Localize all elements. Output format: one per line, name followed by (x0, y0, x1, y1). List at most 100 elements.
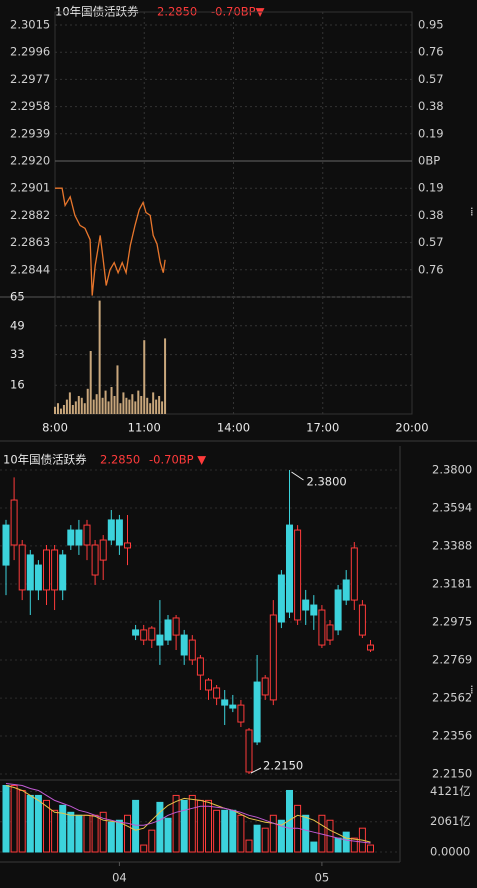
y-tick-label: 2.2863 (10, 235, 50, 249)
volume-bar (101, 397, 104, 414)
y2-tick-label: 0.95 (418, 18, 444, 32)
volume-bar (113, 396, 116, 414)
volume-bar (164, 338, 167, 414)
moving-average (5, 785, 371, 843)
volume-bar (92, 399, 95, 414)
volume-bar (18, 789, 26, 853)
volume-bar (342, 831, 350, 853)
candle-body (318, 609, 326, 646)
volume-tick-label: 16 (10, 378, 25, 392)
candle-body (59, 554, 67, 591)
volume-bar (205, 799, 212, 853)
candle-body (75, 529, 83, 546)
volume-bar (152, 392, 155, 414)
volume-bar (104, 390, 107, 414)
volume-bar (125, 397, 128, 414)
candle-body (302, 599, 310, 611)
candle-body (334, 589, 342, 631)
volume-bar (124, 814, 131, 853)
volume-bar (253, 824, 261, 853)
candle-body (342, 579, 350, 601)
volume-bar (128, 399, 131, 414)
volume-bar (122, 392, 125, 414)
moving-average (5, 783, 371, 844)
candle-body (124, 542, 131, 549)
y-tick-label: 2.2356 (432, 729, 472, 743)
volume-bar (221, 809, 229, 853)
candle-body (229, 704, 237, 709)
volume-bar (237, 814, 245, 853)
volume-bar (143, 340, 146, 414)
annotation-arrow (250, 767, 262, 774)
annotation: 2.3800 (307, 475, 347, 489)
y2-tick-label: 0.76 (418, 45, 444, 59)
candle-body (10, 499, 18, 546)
volume-tick-label: 49 (10, 318, 25, 332)
x-tick-label: 8:00 (42, 421, 68, 435)
volume-bar (83, 814, 91, 853)
volume-bar (10, 785, 18, 853)
volume-bar (213, 809, 221, 853)
candle-body (132, 629, 140, 636)
y2-tick-label: 0.38 (418, 99, 444, 113)
x-tick-label: 14:00 (217, 421, 250, 435)
volume-tick-label: 0.0000 (430, 845, 470, 859)
volume-bar (62, 405, 65, 414)
volume-bar (148, 829, 156, 853)
candle-body (261, 677, 269, 696)
y-tick-label: 2.2958 (10, 99, 50, 113)
y-tick-label: 2.3388 (432, 538, 472, 552)
y2-tick-label: 0.57 (418, 72, 444, 86)
volume-tick-label: 33 (10, 347, 25, 361)
candle-body (43, 549, 50, 591)
y2-tick-label: 0BP (418, 154, 440, 168)
candle-body (213, 687, 221, 699)
candle-body (180, 634, 188, 656)
x-tick-label: 20:00 (395, 421, 428, 435)
x-tick-label: 05 (315, 871, 330, 885)
candle-body (67, 529, 75, 546)
annotation: 2.2150 (263, 759, 303, 773)
volume-bar (302, 814, 310, 853)
y-tick-label: 2.3181 (432, 577, 472, 591)
handle[interactable]: ⁞ (470, 205, 474, 219)
y-tick-label: 2.3800 (432, 463, 472, 477)
volume-bar (107, 821, 115, 853)
volume-bar (99, 811, 107, 853)
candle-body (164, 619, 172, 641)
y-tick-label: 2.2977 (10, 72, 50, 86)
candle-body (188, 639, 196, 661)
y-tick-label: 2.2975 (432, 615, 472, 629)
y-tick-label: 2.2939 (10, 126, 50, 140)
volume-bar (83, 403, 86, 414)
candle-body (34, 564, 42, 591)
volume-bar (34, 794, 42, 853)
volume-bar (134, 401, 137, 414)
y-tick-label: 2.2901 (10, 181, 50, 195)
candle-body (367, 644, 374, 651)
volume-bar (334, 837, 342, 853)
y-tick-label: 2.2920 (10, 154, 50, 168)
volume-bar (196, 799, 204, 853)
y-tick-label: 2.2996 (10, 45, 50, 59)
volume-bar (98, 300, 101, 414)
volume-bar (310, 841, 318, 853)
y2-tick-label: 0.19 (418, 181, 444, 195)
volume-bar (91, 814, 99, 853)
volume-bar (180, 799, 188, 853)
volume-bar (269, 814, 277, 853)
handle[interactable]: ⁞ (470, 683, 474, 697)
volume-bar (110, 387, 113, 414)
candle-body (277, 574, 285, 623)
x-tick-label: 04 (112, 871, 127, 885)
volume-bar (43, 799, 50, 853)
candle-body (51, 549, 59, 591)
volume-bar (67, 811, 75, 853)
volume-bar (107, 401, 110, 414)
volume-bar (74, 401, 77, 414)
volume-tick-label: 65 (10, 290, 25, 304)
volume-bar (155, 399, 158, 414)
